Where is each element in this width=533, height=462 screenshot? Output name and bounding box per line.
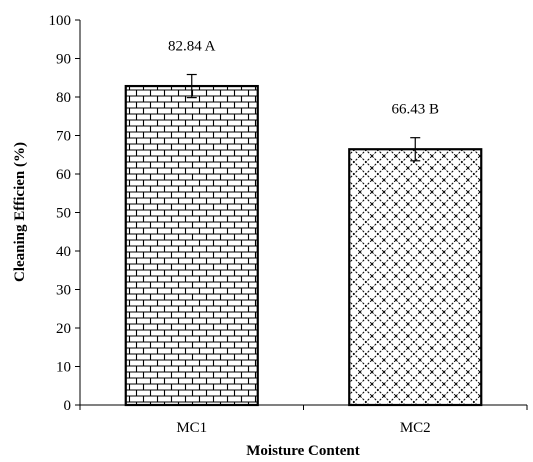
- y-tick-label: 40: [56, 244, 71, 260]
- y-tick-label: 70: [56, 129, 71, 145]
- x-tick-label-mc1: MC1: [176, 420, 207, 436]
- bar-mc1: [124, 84, 259, 407]
- y-tick-label: 10: [56, 360, 71, 376]
- y-tick-label: 100: [49, 13, 72, 29]
- y-tick-label: 30: [56, 283, 71, 299]
- error-bars-group: [186, 73, 421, 162]
- error-bar-mc2: [410, 137, 421, 162]
- bar-mc2: [348, 148, 483, 407]
- x-axis-ticks: MC1 MC2: [79, 405, 528, 436]
- y-tick-label: 50: [56, 206, 71, 222]
- y-axis-title: Cleaning Efficien (%): [12, 142, 28, 282]
- bars-group: [124, 84, 483, 407]
- data-label-mc1: 82.84 A: [168, 39, 216, 55]
- y-tick-label: 60: [56, 167, 71, 183]
- y-axis-ticks: 0 10 20 30 40 50 60 70 80 90 100: [49, 13, 80, 414]
- error-bar-mc1: [186, 73, 197, 99]
- y-tick-label: 80: [56, 90, 71, 106]
- y-tick-label: 0: [64, 398, 72, 414]
- y-tick-label: 20: [56, 321, 71, 337]
- y-tick-label: 90: [56, 52, 71, 68]
- data-labels-group: 82.84 A 66.43 B: [168, 39, 439, 118]
- x-axis-title: Moisture Content: [246, 443, 359, 459]
- x-tick-label-mc2: MC2: [400, 420, 431, 436]
- data-label-mc2: 66.43 B: [391, 102, 439, 118]
